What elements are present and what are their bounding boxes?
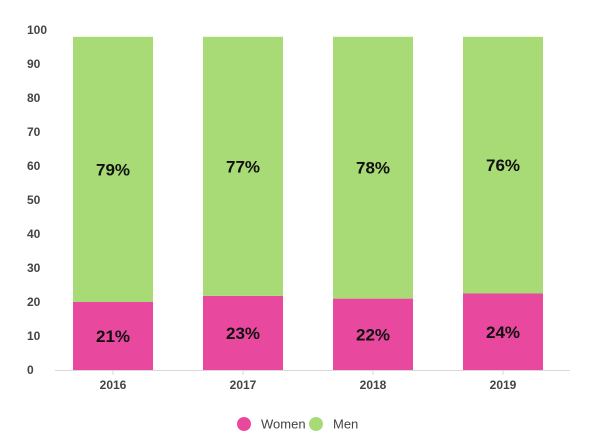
bar-men-2019 — [463, 36, 543, 294]
data-label-women-2016: 21% — [96, 327, 130, 346]
data-label-men-2017: 77% — [226, 157, 260, 176]
legend-swatch-women — [237, 417, 251, 431]
y-tick-label: 30 — [27, 261, 41, 275]
bar-women-2016 — [73, 302, 153, 370]
legend-label-men: Men — [333, 417, 358, 432]
data-label-women-2019: 24% — [486, 323, 520, 342]
x-axis: 2016 2017 2018 2019 — [100, 370, 517, 392]
data-label-men-2016: 79% — [96, 160, 130, 179]
data-label-men-2019: 76% — [486, 156, 520, 175]
bars: 21% 79% 23% 77% 22% 78% 24% 76% — [73, 36, 543, 370]
data-label-women-2017: 23% — [226, 324, 260, 343]
y-tick-label: 100 — [27, 23, 47, 37]
y-tick-label: 20 — [27, 295, 41, 309]
y-tick-label: 0 — [27, 363, 34, 377]
y-axis: 0 10 20 30 40 50 60 70 80 90 100 — [27, 23, 47, 377]
data-label-men-2018: 78% — [356, 159, 390, 178]
bar-women-2019 — [463, 293, 543, 370]
x-tick-label-2019: 2019 — [490, 378, 517, 392]
x-tick-label-2016: 2016 — [100, 378, 127, 392]
bar-women-2017 — [203, 295, 283, 370]
y-tick-label: 50 — [27, 193, 41, 207]
bar-men-2018 — [333, 36, 413, 299]
legend: Women Men — [237, 417, 358, 432]
bar-women-2018 — [333, 298, 413, 370]
x-tick-label-2017: 2017 — [230, 378, 257, 392]
y-tick-label: 40 — [27, 227, 41, 241]
legend-label-women: Women — [261, 417, 306, 432]
y-tick-label: 90 — [27, 57, 41, 71]
legend-swatch-men — [309, 417, 323, 431]
y-tick-label: 10 — [27, 329, 41, 343]
y-tick-label: 70 — [27, 125, 41, 139]
y-tick-label: 80 — [27, 91, 41, 105]
bar-men-2017 — [203, 36, 283, 296]
data-label-women-2018: 22% — [356, 325, 390, 344]
bar-men-2016 — [73, 36, 153, 303]
x-tick-label-2018: 2018 — [360, 378, 387, 392]
y-tick-label: 60 — [27, 159, 41, 173]
